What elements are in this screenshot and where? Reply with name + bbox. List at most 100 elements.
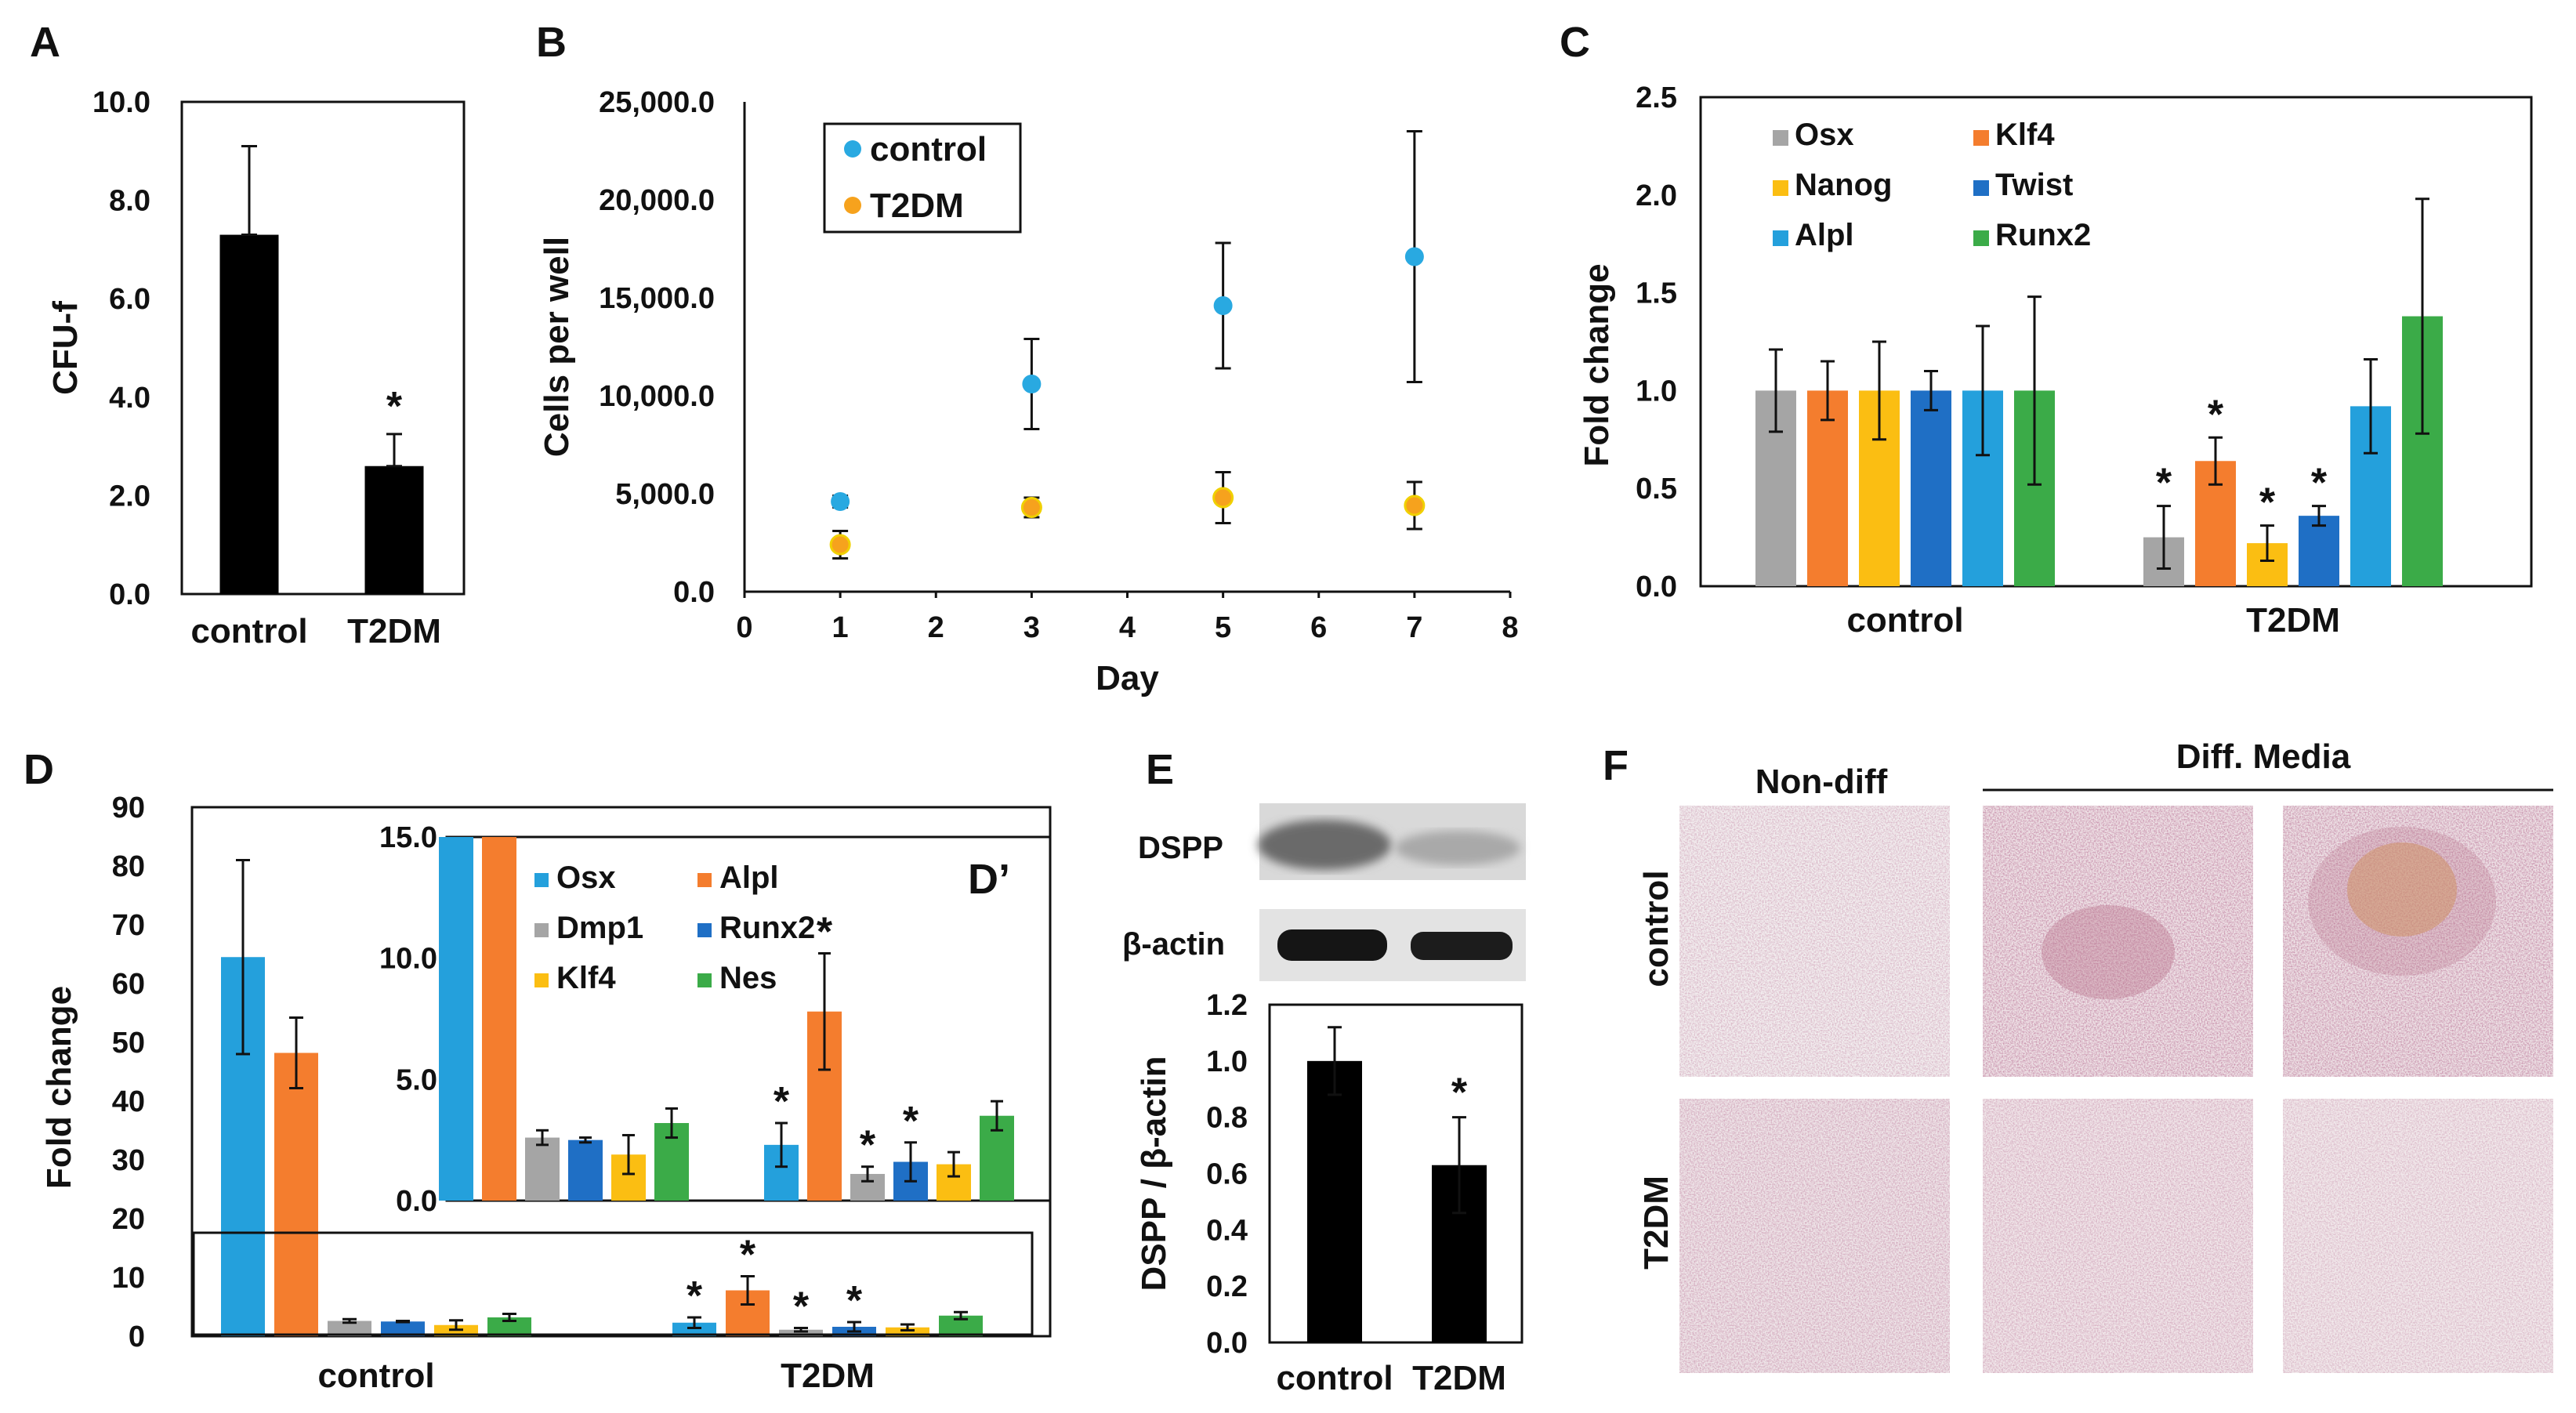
b-point-control-day-5 xyxy=(1213,296,1233,315)
d-significance-star-Osx: * xyxy=(687,1274,703,1319)
b-x-tick-6: 6 xyxy=(1310,611,1327,644)
c-y-tick-4: 2.0 xyxy=(1636,179,1677,212)
d-inset-y-tick-0: 0.0 xyxy=(396,1185,437,1218)
e-y-tick-3: 0.6 xyxy=(1206,1158,1248,1191)
a-y-axis-label: CFU-f xyxy=(46,301,85,395)
d-legend-label-Osx: Osx xyxy=(556,860,616,895)
d-legend-swatch-Dmp1 xyxy=(534,923,549,937)
c-bar-control-Twist xyxy=(1911,390,1951,586)
c-significance-star-Klf4: * xyxy=(2208,392,2224,437)
b-y-axis-label: Cells per well xyxy=(538,237,576,457)
c-legend-swatch-Klf4 xyxy=(1973,130,1989,146)
c-legend-label-Klf4: Klf4 xyxy=(1995,118,2055,152)
d-inset-significance-star-Dmp1: * xyxy=(860,1123,876,1168)
e-category-label-1: T2DM xyxy=(1412,1359,1506,1397)
micrograph-t2dm-non-diff xyxy=(1679,1099,1950,1373)
d-inset-label: D’ xyxy=(968,856,1010,903)
c-bar-T2DM-Twist xyxy=(2299,516,2339,586)
b-x-tick-0: 0 xyxy=(736,611,752,644)
b-y-tick-0: 0.0 xyxy=(673,576,715,609)
e-y-tick-6: 1.2 xyxy=(1206,989,1248,1022)
d-y-tick-5: 50 xyxy=(112,1027,145,1060)
c-y-tick-1: 0.5 xyxy=(1636,473,1677,505)
d-significance-star-Alpl: * xyxy=(740,1233,756,1278)
a-category-label-0: control xyxy=(190,612,307,650)
b-x-tick-2: 2 xyxy=(928,611,944,644)
a-y-tick-1: 2.0 xyxy=(109,480,150,513)
e-y-tick-0: 0.0 xyxy=(1206,1327,1248,1360)
a-y-tick-4: 8.0 xyxy=(109,185,150,218)
panel-label-d: D xyxy=(24,746,54,793)
a-significance-star: * xyxy=(386,384,403,429)
b-y-tick-3: 15,000.0 xyxy=(599,282,715,315)
d-legend-label-Alpl: Alpl xyxy=(719,860,779,895)
c-legend-label-Twist: Twist xyxy=(1995,168,2073,202)
column-header-diff-media: Diff. Media xyxy=(2176,737,2351,776)
a-plot-frame xyxy=(180,100,466,596)
micrograph-control-non-diff xyxy=(1679,806,1950,1077)
blot-label-beta-actin: β-actin xyxy=(1122,927,1225,962)
panel-a: A 0.0 2.0 4.0 6.0 8.0 10.0 control * T2DM CFU-f xyxy=(30,19,466,650)
d-legend-label-Klf4: Klf4 xyxy=(556,961,616,995)
b-x-axis-label: Day xyxy=(1096,659,1159,697)
a-y-tick-2: 4.0 xyxy=(109,382,150,415)
c-y-tick-0: 0.0 xyxy=(1636,571,1677,603)
d-inset-bar-control-Runx2 xyxy=(568,1139,603,1201)
d-legend-label-Nes: Nes xyxy=(719,961,777,995)
d-bar-T2DM-Klf4 xyxy=(886,1327,929,1336)
a-y-tick-0: 0.0 xyxy=(109,578,150,611)
d-y-tick-1: 10 xyxy=(112,1262,145,1295)
c-legend-swatch-Twist xyxy=(1973,180,1989,196)
b-legend-marker-control xyxy=(844,140,861,158)
d-significance-star-Dmp1: * xyxy=(793,1284,810,1330)
d-inset-y-tick-3: 15.0 xyxy=(379,821,437,854)
row-label-control: control xyxy=(1637,870,1676,987)
c-legend-swatch-Nanog xyxy=(1773,180,1788,196)
c-y-tick-3: 1.5 xyxy=(1636,277,1677,310)
panel-d-plot: 0 10 20 30 40 50 60 70 80 90 control * * * * T2DM Fold c… xyxy=(40,792,1052,1395)
c-category-label-T2DM: T2DM xyxy=(2246,601,2340,639)
d-legend-swatch-Klf4 xyxy=(534,973,549,987)
micrograph-t2dm-diff-1 xyxy=(1983,1099,2253,1373)
e-bar-control xyxy=(1307,1060,1362,1342)
panel-b: B 0.0 5,000.0 10,000.0 15,000.0 20,000.0 25,0… xyxy=(536,19,1519,697)
panel-f: F Non-diff Diff. Media control T2DM xyxy=(1603,737,2553,1373)
b-x-tick-3: 3 xyxy=(1024,611,1040,644)
d-inset-bar-control-Dmp1 xyxy=(525,1137,560,1201)
panel-c: C 0.0 0.5 1.0 1.5 2.0 2.5 control * * * * T2DM Fold … xyxy=(1560,19,2533,639)
b-legend-box xyxy=(823,122,1022,234)
panel-c-plot: 0.0 0.5 1.0 1.5 2.0 2.5 control * * * * T2DM Fold ch… xyxy=(1578,82,2533,639)
c-y-tick-5: 2.5 xyxy=(1636,82,1677,114)
d-y-tick-9: 90 xyxy=(112,792,145,824)
c-significance-star-Twist: * xyxy=(2311,461,2328,506)
micrograph-t2dm-diff-2 xyxy=(2283,1099,2553,1373)
c-significance-star-Osx: * xyxy=(2156,461,2172,506)
a-y-tick-3: 6.0 xyxy=(109,283,150,316)
micrograph-control-diff-2 xyxy=(2283,806,2553,1077)
d-inset-y-tick-1: 5.0 xyxy=(396,1063,437,1096)
d-bar-control-Dmp1 xyxy=(328,1321,371,1336)
d-y-tick-8: 80 xyxy=(112,850,145,883)
c-category-label-control: control xyxy=(1846,601,1963,639)
e-category-label-0: control xyxy=(1276,1359,1393,1397)
micrograph-control-diff-1 xyxy=(1983,806,2253,1077)
d-bar-control-Alpl xyxy=(274,1053,318,1336)
c-plot-frame xyxy=(1699,96,2533,588)
panel-e-plot: 0.0 0.2 0.4 0.6 0.8 1.0 1.2 control * T2DM DSPP / … xyxy=(1135,989,1523,1397)
c-significance-star-Nanog: * xyxy=(2259,480,2276,526)
d-y-tick-6: 60 xyxy=(112,968,145,1001)
d-y-tick-7: 70 xyxy=(112,909,145,942)
b-point-control-day-1 xyxy=(831,492,850,511)
b-point-T2DM-day-3 xyxy=(1020,497,1042,518)
a-y-tick-5: 10.0 xyxy=(92,86,150,119)
b-x-tick-8: 8 xyxy=(1502,611,1518,644)
panel-b-plot: 0.0 5,000.0 10,000.0 15,000.0 20,000.0 25,000… xyxy=(538,86,1519,697)
d-bar-T2DM-Dmp1 xyxy=(779,1329,823,1336)
d-inset-y-tick-2: 10.0 xyxy=(379,943,437,976)
d-legend-swatch-Alpl xyxy=(697,873,712,887)
western-blot-beta-actin xyxy=(1259,909,1526,981)
d-category-label-T2DM: T2DM xyxy=(781,1357,875,1395)
d-bar-control-Runx2 xyxy=(381,1321,425,1336)
c-legend-label-Osx: Osx xyxy=(1795,118,1854,152)
